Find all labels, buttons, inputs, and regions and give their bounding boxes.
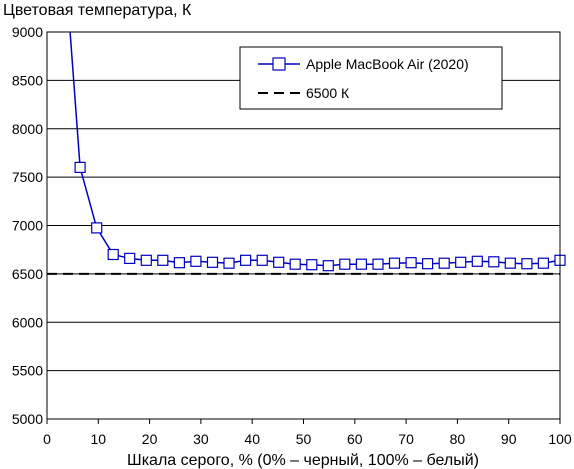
data-point [504,257,516,269]
data-point [157,254,169,266]
data-point [107,248,119,261]
x-tick-label: 30 [193,431,209,447]
y-tick-label: 7000 [12,218,43,234]
data-point [537,257,550,269]
x-tick-label: 100 [548,431,572,447]
x-tick-label: 60 [347,431,363,447]
y-tick-label: 8000 [12,121,43,137]
legend-marker-square [272,57,286,71]
data-point [91,222,103,234]
data-point [124,252,136,264]
data-point [289,258,301,270]
x-tick-label: 50 [296,431,312,447]
data-point [388,257,401,269]
data-point [372,258,384,270]
legend-label-primary: Apple MacBook Air (2020) [306,56,469,72]
x-axis-label: Шкала серого, % (0% – черный, 100% – бел… [127,452,479,469]
x-tick-label: 10 [91,431,107,447]
legend: Apple MacBook Air (2020) 6500 К [239,46,503,110]
data-point [173,257,185,269]
y-tick-label: 8500 [12,72,43,88]
data-point [422,258,434,270]
data-point [405,257,417,269]
y-tick-label: 9000 [12,24,43,40]
data-point [355,258,367,270]
data-point [322,260,334,272]
data-point [339,258,351,270]
data-point [240,254,252,266]
y-tick-label: 6000 [12,314,43,330]
data-point [190,255,202,267]
data-point [223,257,235,269]
data-point [521,258,533,270]
data-point [306,259,318,271]
data-point [256,254,268,266]
data-point [471,255,483,267]
x-axis-ticks: 0 10 20 30 40 50 60 70 80 90 100 [43,419,572,447]
data-point [455,256,467,268]
data-point [206,256,219,268]
x-tick-label: 40 [244,431,260,447]
y-tick-label: 5500 [12,363,43,379]
x-tick-label: 80 [450,431,466,447]
x-tick-label: 0 [43,431,51,447]
y-tick-label: 6500 [12,266,43,282]
data-point [74,161,86,173]
data-point [140,254,152,266]
data-point [488,256,500,268]
legend-box [239,46,503,110]
x-tick-label: 20 [142,431,158,447]
x-tick-label: 70 [398,431,414,447]
y-tick-label: 7500 [12,169,43,185]
y-axis-ticks: 5000 5500 6000 6500 7000 7500 8000 8500 9000 [12,24,43,427]
legend-label-reference: 6500 К [306,85,350,101]
chart-title: Цветовая температура, К [3,2,192,19]
y-tick-label: 5000 [12,411,43,427]
data-point [438,257,450,269]
data-point [273,256,285,268]
x-tick-label: 90 [501,431,517,447]
